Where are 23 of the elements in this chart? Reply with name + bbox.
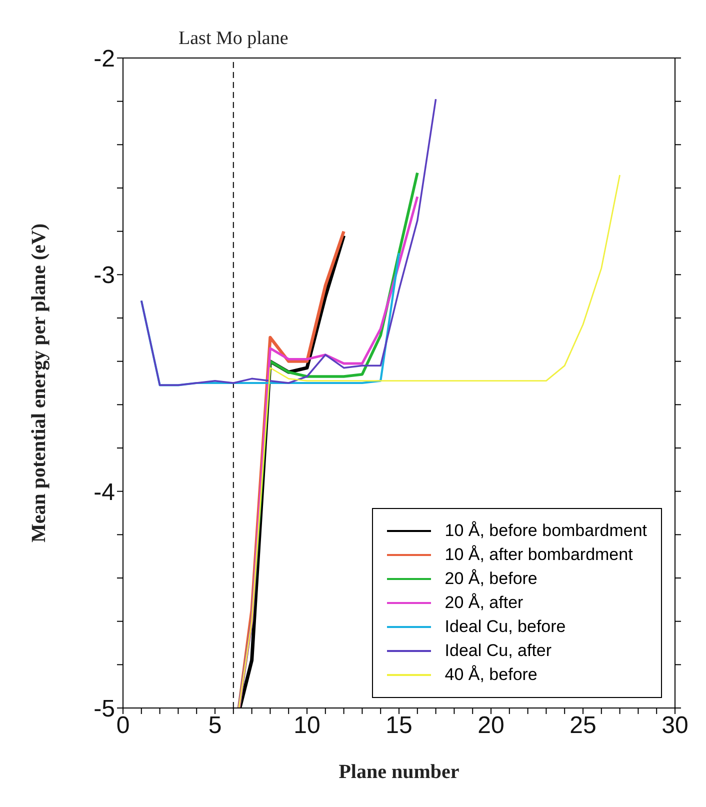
- x-tick-label: 30: [662, 712, 688, 740]
- line-series: [140, 252, 400, 386]
- y-tick-label: -4: [94, 478, 115, 506]
- legend-label: Ideal Cu, after: [444, 641, 552, 661]
- y-tick-label: -5: [94, 696, 115, 723]
- x-axis-title: Plane number: [338, 761, 460, 783]
- y-tick-label: -2: [94, 46, 115, 73]
- legend-label: 20 Å, after: [444, 593, 524, 613]
- line-series: [140, 98, 437, 386]
- legend-label: Ideal Cu, before: [444, 617, 566, 637]
- x-tick-label: 20: [478, 712, 504, 740]
- ref-line-label: Last Mo plane: [178, 28, 288, 49]
- legend-label: 10 Å, before bombardment: [444, 521, 647, 541]
- legend-label: 40 Å, before: [444, 665, 538, 685]
- x-tick-label: 15: [386, 712, 412, 740]
- legend-label: 20 Å, before: [444, 569, 538, 589]
- x-tick-label: 0: [116, 712, 130, 740]
- x-tick-label: 5: [208, 712, 222, 740]
- x-tick-label: 10: [294, 712, 320, 740]
- x-tick-label: 25: [570, 712, 596, 740]
- y-tick-label: -3: [94, 262, 115, 290]
- legend-label: 10 Å, after bombardment: [444, 545, 633, 565]
- y-axis-title: Mean potential energy per plane (eV): [28, 223, 50, 543]
